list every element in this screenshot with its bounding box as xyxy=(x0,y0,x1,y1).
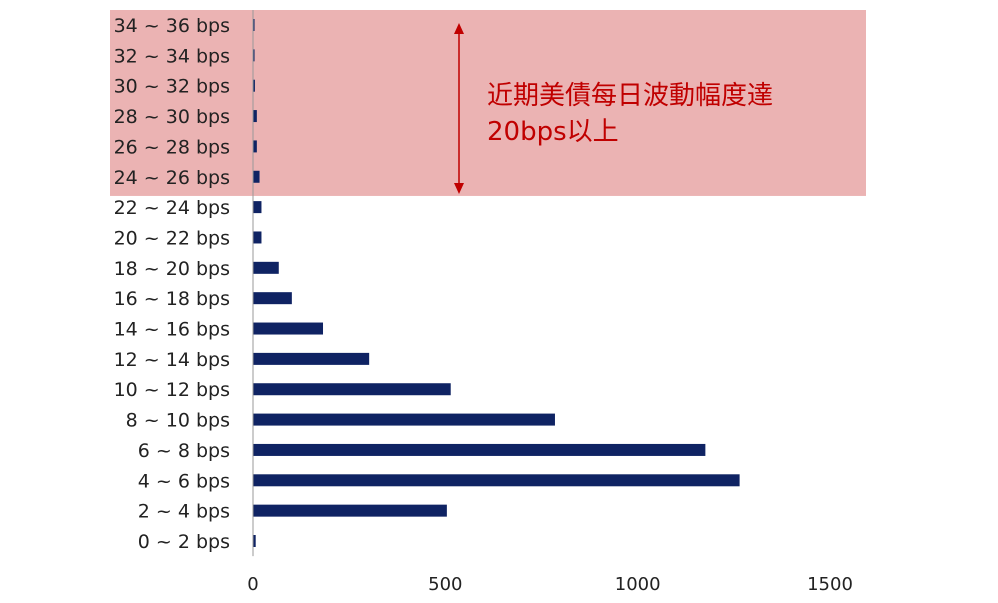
bar xyxy=(253,201,262,214)
category-label: 8 ~ 10 bps xyxy=(126,410,230,432)
category-label: 22 ~ 24 bps xyxy=(114,197,230,219)
arrow-head-up-icon xyxy=(454,23,464,34)
bar xyxy=(253,443,706,456)
bar xyxy=(253,413,555,426)
category-label: 26 ~ 28 bps xyxy=(114,136,230,158)
category-label: 24 ~ 26 bps xyxy=(114,167,230,189)
bar xyxy=(253,231,262,244)
bar xyxy=(253,19,255,31)
bar xyxy=(253,535,256,547)
annotation-line-1: 近期美債每日波動幅度達 xyxy=(487,81,773,111)
category-label: 34 ~ 36 bps xyxy=(114,15,230,37)
x-tick-label: 0 xyxy=(247,574,258,595)
category-label: 6 ~ 8 bps xyxy=(138,440,230,462)
category-label: 32 ~ 34 bps xyxy=(114,45,230,67)
category-label: 4 ~ 6 bps xyxy=(138,470,230,492)
bar xyxy=(253,170,260,183)
category-label: 0 ~ 2 bps xyxy=(138,531,230,553)
bar xyxy=(253,352,370,365)
bar xyxy=(253,110,257,123)
x-tick-labels: 0 500 1000 1500 xyxy=(247,574,853,595)
range-arrow xyxy=(454,23,464,194)
x-tick-label: 1500 xyxy=(807,574,853,595)
category-label: 12 ~ 14 bps xyxy=(114,349,230,371)
category-label: 18 ~ 20 bps xyxy=(114,258,230,280)
category-label: 20 ~ 22 bps xyxy=(114,227,230,249)
category-label: 16 ~ 18 bps xyxy=(114,288,230,310)
annotation-line-2: 20bps以上 xyxy=(487,117,619,147)
x-tick-label: 1000 xyxy=(615,574,661,595)
bar xyxy=(253,504,447,517)
bar xyxy=(253,49,255,62)
category-label: 14 ~ 16 bps xyxy=(114,319,230,341)
category-label: 30 ~ 32 bps xyxy=(114,76,230,98)
arrow-head-down-icon xyxy=(454,182,464,194)
category-label: 2 ~ 4 bps xyxy=(138,501,230,523)
bar xyxy=(253,140,257,153)
bar xyxy=(253,261,279,274)
x-tick-label: 500 xyxy=(428,574,462,595)
bar xyxy=(253,322,324,335)
bar xyxy=(253,383,451,396)
category-label: 28 ~ 30 bps xyxy=(114,106,230,128)
bar xyxy=(253,474,740,487)
highlight-band xyxy=(110,10,866,196)
bar xyxy=(253,292,292,305)
category-labels: 0 ~ 2 bps 2 ~ 4 bps 4 ~ 6 bps 6 ~ 8 bps 8 ~ … xyxy=(114,15,230,553)
bars-layer xyxy=(253,19,740,547)
bar xyxy=(253,79,255,92)
category-label: 10 ~ 12 bps xyxy=(114,379,230,401)
